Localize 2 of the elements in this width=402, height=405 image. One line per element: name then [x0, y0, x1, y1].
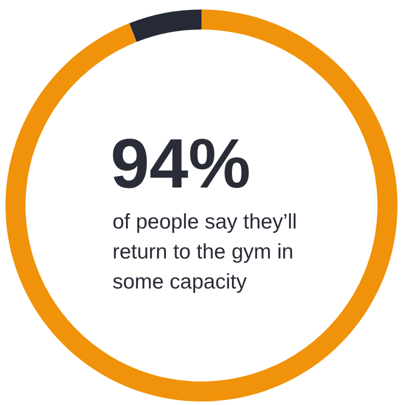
text: of people say they’ll return to the gym in some capacity — [112, 210, 297, 294]
data-label: 94% — [110, 124, 251, 202]
